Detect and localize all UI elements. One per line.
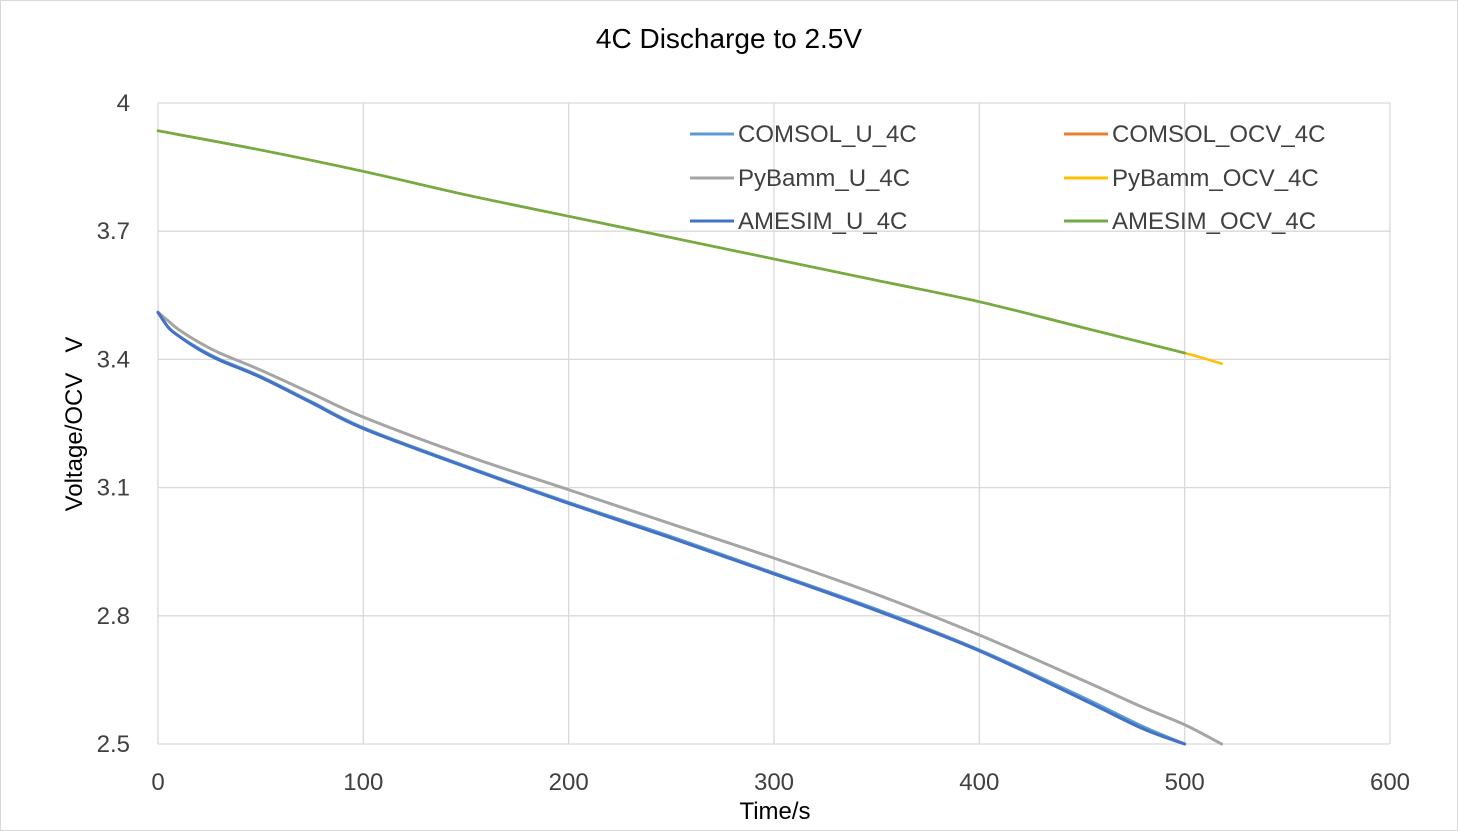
y-tick-label: 3.1 — [97, 475, 130, 502]
x-axis-title: Time/s — [739, 798, 810, 825]
y-axis-title: Voltage/OCV V — [61, 337, 88, 512]
legend-label: PyBamm_U_4C — [738, 165, 910, 192]
y-tick-label: 3.7 — [97, 218, 130, 245]
legend-label: COMSOL_OCV_4C — [1112, 121, 1325, 148]
x-tick-label: 500 — [1165, 769, 1205, 796]
x-tick-label: 100 — [343, 769, 383, 796]
y-tick-label: 2.8 — [97, 603, 130, 630]
series-line-amesim-u-4c — [156, 310, 1187, 746]
legend-label: PyBamm_OCV_4C — [1112, 165, 1319, 192]
y-tick-label: 2.5 — [97, 731, 130, 758]
x-tick-label: 600 — [1370, 769, 1410, 796]
x-tick-label: 200 — [549, 769, 589, 796]
x-tick-label: 400 — [959, 769, 999, 796]
series-line-pybamm-u-4c — [156, 310, 1224, 746]
axis-tick-labels: 2.5 2.8 3.1 3.4 3.7 4 0 100 200 300 400 500 600 — [97, 90, 1410, 796]
series-line-amesim-ocv-4c — [156, 129, 1186, 355]
chart-title: 4C Discharge to 2.5V — [596, 23, 862, 54]
legend: COMSOL_U_4C COMSOL_OCV_4C PyBamm_U_4C PyBam… — [690, 121, 1325, 235]
legend-label: AMESIM_OCV_4C — [1112, 208, 1316, 235]
x-tick-label: 0 — [151, 769, 164, 796]
y-tick-label: 3.4 — [97, 346, 130, 373]
x-tick-label: 300 — [754, 769, 794, 796]
y-tick-label: 4 — [117, 90, 130, 117]
series-layer — [156, 129, 1224, 746]
legend-label: COMSOL_U_4C — [738, 121, 917, 148]
legend-label: AMESIM_U_4C — [738, 208, 907, 235]
